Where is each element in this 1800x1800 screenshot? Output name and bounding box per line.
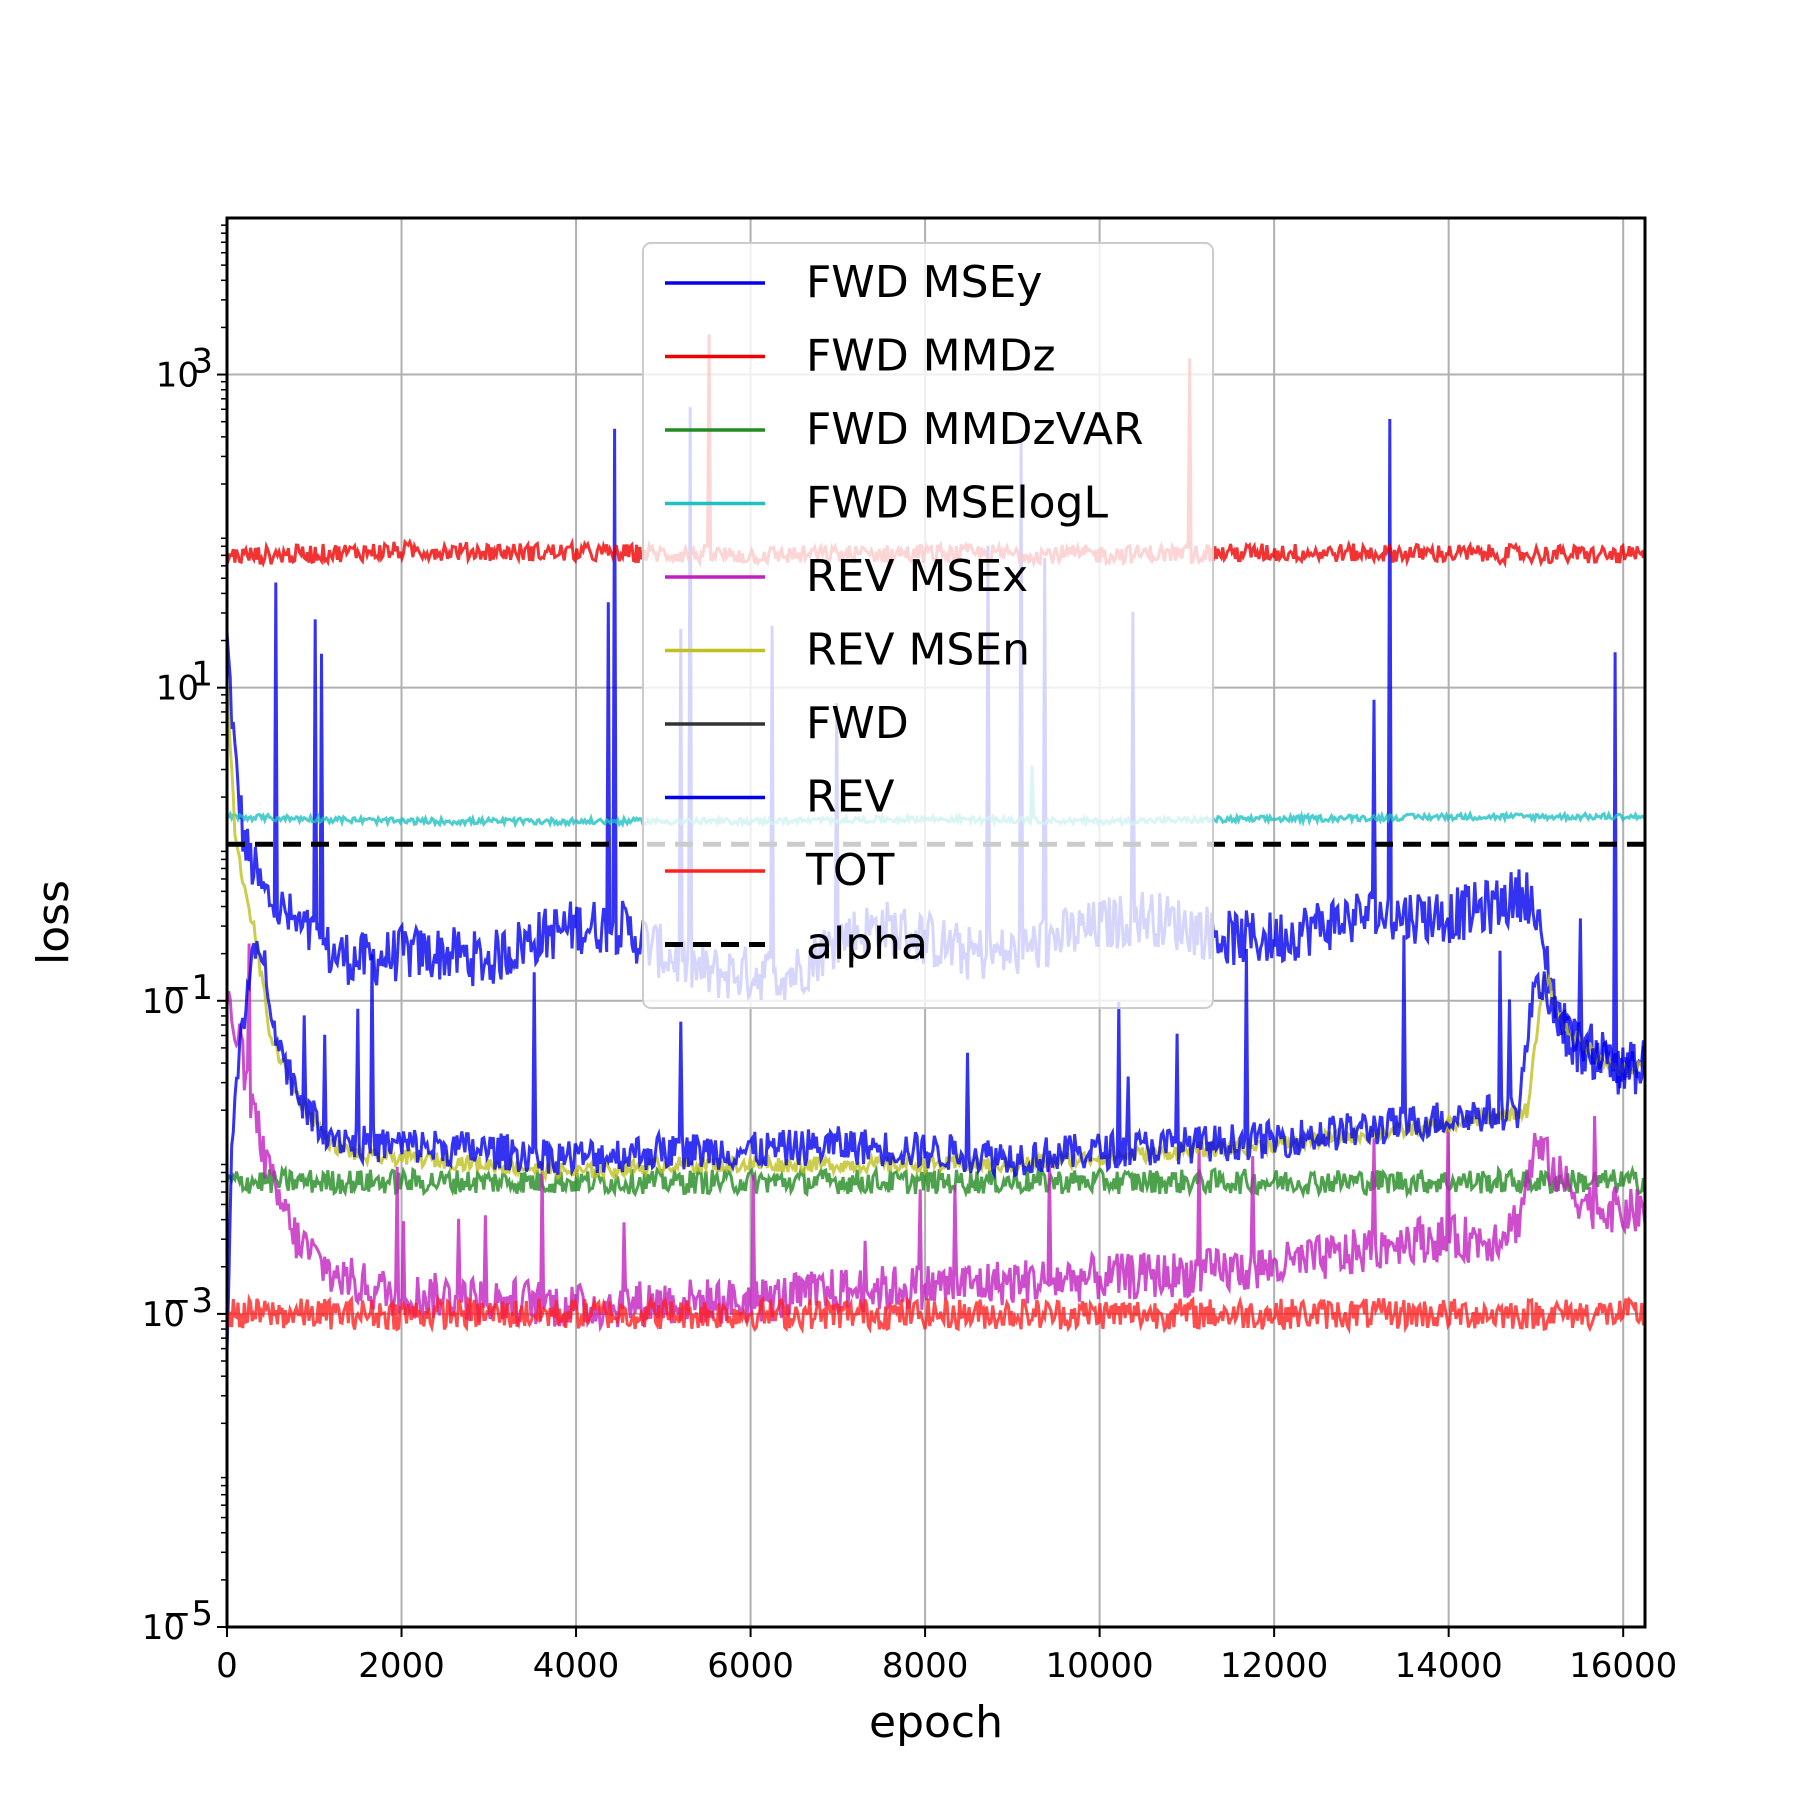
- y-axis-label: loss: [28, 880, 79, 965]
- y-tick-label: −110: [142, 968, 213, 1022]
- x-tick-label: 0: [216, 1646, 238, 1686]
- x-tick-label: 8000: [882, 1646, 969, 1686]
- y-tick-base: 10: [156, 356, 199, 396]
- legend-label: REV MSEx: [806, 551, 1028, 602]
- legend-label: REV: [806, 772, 894, 823]
- legend: FWD MSEy FWD MMDz FWD MMDzVAR FWD MSElogL RE…: [642, 242, 1214, 1009]
- y-tick-label: 110: [156, 655, 213, 709]
- legend-item: REV: [665, 772, 894, 823]
- y-tick-label: 310: [156, 342, 213, 396]
- x-tick-label: 2000: [358, 1646, 445, 1686]
- y-tick-exponent: 3: [191, 342, 213, 382]
- axes: 0 2000 4000 6000 8000 10000 12000 14000 16000−51…: [142, 216, 1677, 1686]
- x-tick-label: 14000: [1395, 1646, 1503, 1686]
- legend-item: alpha: [665, 919, 928, 970]
- x-tick-label: 10000: [1046, 1646, 1154, 1686]
- legend-label: REV MSEn: [806, 625, 1030, 676]
- legend-label: TOT: [805, 845, 895, 896]
- y-tick-exponent: 1: [191, 655, 213, 695]
- y-tick-exponent: −1: [163, 968, 213, 1008]
- legend-box: [642, 242, 1214, 1009]
- legend-item: REV MSEn: [665, 625, 1030, 676]
- y-tick-base: 10: [142, 1295, 185, 1335]
- legend-label: FWD: [806, 698, 909, 749]
- legend-item: REV MSEx: [665, 551, 1028, 602]
- series-line-rev-msex: [227, 943, 1645, 1333]
- x-axis-label: epoch: [869, 1697, 1003, 1748]
- x-tick-label: 6000: [707, 1646, 794, 1686]
- x-tick-label: 16000: [1569, 1646, 1677, 1686]
- y-tick-base: 10: [142, 982, 185, 1022]
- legend-item: FWD MSEy: [665, 257, 1042, 308]
- legend-item: TOT: [665, 845, 895, 896]
- y-tick-base: 10: [142, 1608, 185, 1648]
- legend-item: FWD MSElogL: [665, 478, 1108, 529]
- legend-label: alpha: [806, 919, 928, 970]
- legend-item: FWD MMDz: [665, 331, 1056, 382]
- plot-frame: [225, 216, 1647, 1629]
- series-line-rev: [227, 918, 1645, 1353]
- legend-item: FWD MMDzVAR: [665, 404, 1144, 455]
- y-tick-base: 10: [156, 669, 199, 709]
- series-line-fwd-mmdzvar: [227, 1164, 1645, 1200]
- legend-label: FWD MSEy: [806, 257, 1042, 308]
- y-tick-exponent: −3: [163, 1281, 213, 1321]
- legend-label: FWD MMDzVAR: [806, 404, 1144, 455]
- y-tick-exponent: −5: [163, 1594, 213, 1634]
- legend-label: FWD MMDz: [806, 331, 1056, 382]
- legend-label: FWD MSElogL: [806, 478, 1108, 529]
- x-tick-label: 4000: [533, 1646, 620, 1686]
- y-tick-label: −510: [142, 1594, 213, 1648]
- y-tick-label: −310: [142, 1281, 213, 1335]
- series-line-tot: [227, 1293, 1645, 1335]
- legend-item: FWD: [665, 698, 909, 749]
- x-tick-label: 12000: [1220, 1646, 1328, 1686]
